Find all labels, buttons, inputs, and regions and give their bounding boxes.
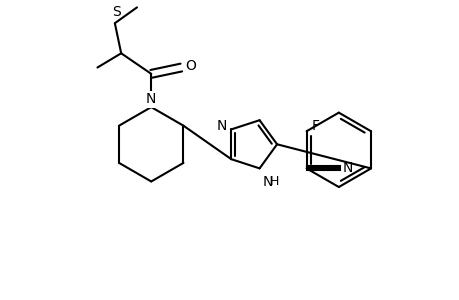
Text: O: O [185,59,196,73]
Text: N: N [216,119,226,133]
Text: F: F [311,119,319,133]
Text: S: S [112,5,121,19]
Text: N: N [342,161,353,176]
Text: H: H [269,175,279,188]
Text: N: N [146,92,156,106]
Text: N: N [262,175,273,189]
